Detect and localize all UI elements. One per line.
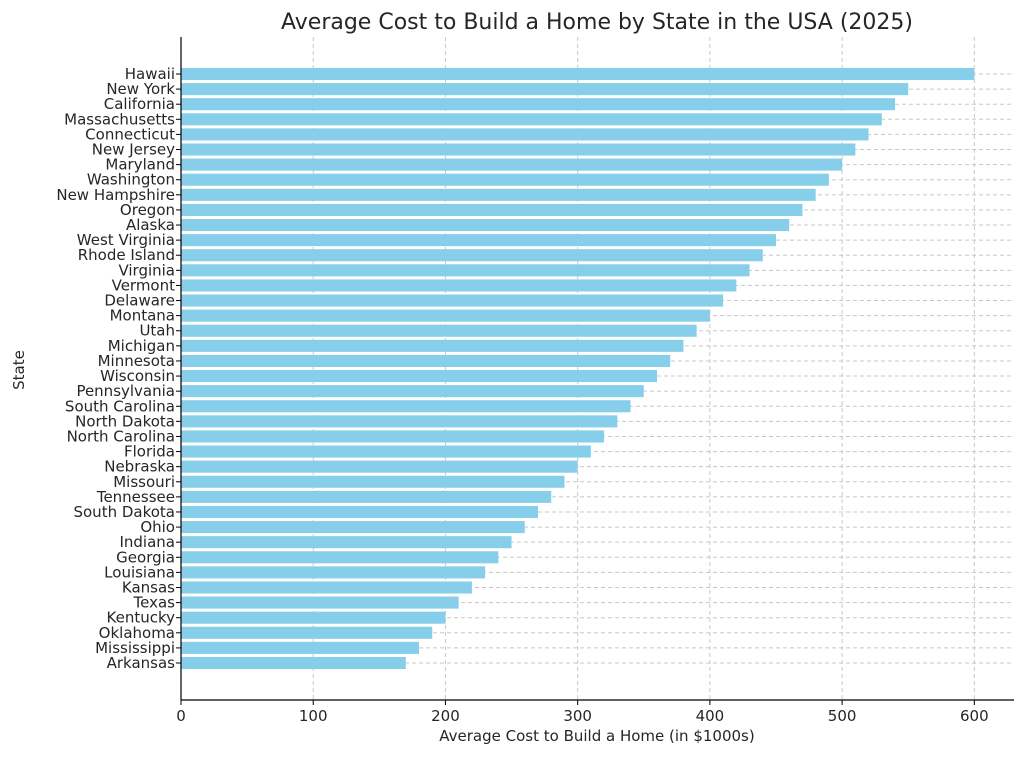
bar — [181, 626, 433, 639]
bar — [181, 581, 472, 594]
x-axis-label: Average Cost to Build a Home (in $1000s) — [439, 727, 754, 745]
bar — [181, 521, 525, 534]
x-tick-label: 300 — [563, 707, 592, 725]
category-label: Minnesota — [98, 352, 175, 370]
category-label: Connecticut — [85, 125, 175, 143]
category-label: Nebraska — [104, 458, 175, 476]
x-tick-label: 500 — [828, 707, 857, 725]
x-tick-label: 100 — [299, 707, 328, 725]
bar — [181, 536, 512, 549]
bar — [181, 505, 538, 519]
bar — [181, 475, 565, 488]
category-label: Louisiana — [104, 563, 175, 581]
category-label: Indiana — [119, 533, 175, 551]
x-tick-label: 600 — [960, 707, 989, 725]
bar — [181, 430, 605, 443]
bar — [181, 113, 882, 126]
category-label: Maryland — [105, 156, 175, 174]
bar — [181, 249, 763, 262]
category-label: Georgia — [116, 548, 175, 566]
category-label: North Carolina — [67, 427, 175, 445]
category-label: Tennessee — [96, 488, 175, 506]
bar — [181, 218, 790, 232]
bar — [181, 67, 975, 81]
bar — [181, 460, 578, 473]
bar — [181, 294, 724, 307]
category-label: New York — [106, 80, 175, 98]
bar — [181, 370, 657, 383]
bar — [181, 158, 843, 171]
bar — [181, 400, 631, 413]
category-label: Florida — [124, 443, 175, 461]
category-label: Oregon — [120, 201, 175, 219]
category-label: California — [104, 95, 175, 113]
bar — [181, 128, 869, 141]
bar — [181, 566, 486, 579]
bar — [181, 354, 671, 367]
bar — [181, 641, 419, 654]
category-label: Alaska — [126, 216, 175, 234]
x-tick-layer: 0 100 200 300 400 500 600 — [176, 700, 989, 725]
chart-title: Average Cost to Build a Home by State in… — [281, 10, 913, 35]
bar — [181, 490, 552, 503]
x-tick-label: 200 — [431, 707, 460, 725]
bar — [181, 611, 446, 624]
x-tick-label: 0 — [176, 707, 186, 725]
category-label: Hawaii — [125, 65, 175, 83]
category-label: South Carolina — [65, 397, 175, 415]
category-label: Delaware — [104, 292, 175, 310]
category-label: North Dakota — [75, 412, 175, 430]
category-label: Virginia — [118, 261, 175, 279]
category-label: Montana — [110, 307, 175, 325]
category-label: Michigan — [108, 337, 175, 355]
bar — [181, 309, 710, 322]
bar — [181, 264, 750, 277]
bar — [181, 173, 829, 186]
bar — [181, 339, 684, 352]
category-label: Missouri — [113, 473, 175, 491]
category-label: Kentucky — [107, 609, 176, 627]
x-tick-label: 400 — [696, 707, 725, 725]
category-label: Pennsylvania — [76, 382, 175, 400]
bar — [181, 415, 618, 428]
axis-layer — [180, 37, 1014, 701]
category-label: Texas — [133, 594, 176, 612]
bar — [181, 551, 499, 564]
category-label: Massachusetts — [64, 110, 175, 128]
bar — [181, 98, 895, 111]
bar — [181, 143, 856, 156]
y-axis-label: State — [10, 350, 28, 390]
category-label: Vermont — [112, 276, 176, 294]
category-label: South Dakota — [73, 503, 175, 521]
category-label: Wisconsin — [100, 367, 175, 385]
bar-layer — [181, 67, 975, 670]
category-label: Mississippi — [95, 639, 175, 657]
category-label: New Jersey — [92, 141, 175, 159]
bar — [181, 83, 909, 96]
category-label: New Hampshire — [56, 186, 175, 204]
bar — [181, 279, 737, 292]
category-label: West Virginia — [77, 231, 175, 249]
bar — [181, 234, 776, 247]
bar — [181, 203, 803, 216]
bar — [181, 445, 591, 458]
category-label: Washington — [87, 171, 175, 189]
bar — [181, 188, 816, 201]
category-label: Kansas — [122, 578, 175, 596]
category-label: Rhode Island — [78, 246, 175, 264]
bar — [181, 324, 697, 337]
category-label: Ohio — [140, 518, 175, 536]
bar — [181, 596, 459, 609]
category-label: Utah — [139, 322, 175, 340]
category-label: Oklahoma — [99, 624, 175, 642]
bar — [181, 656, 406, 670]
category-label: Arkansas — [107, 654, 176, 672]
bar — [181, 385, 644, 398]
